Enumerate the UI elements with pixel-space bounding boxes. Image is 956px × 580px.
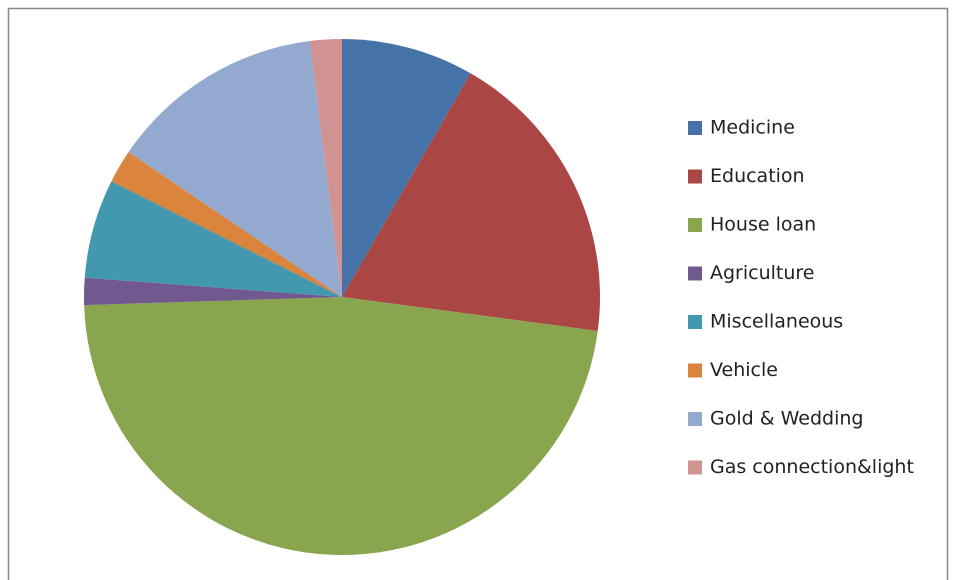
pie-slice: [128, 41, 342, 297]
legend-label: Gas connection&light: [710, 456, 914, 478]
pie-slice: [342, 73, 600, 331]
legend-label: Miscellaneous: [710, 311, 843, 333]
legend-label: Medicine: [710, 117, 795, 139]
legend-swatch: [688, 266, 702, 281]
legend-swatch: [688, 363, 702, 378]
legend-swatch: [688, 121, 702, 135]
legend-label: Gold & Wedding: [710, 408, 863, 430]
pie-slice: [111, 151, 342, 297]
pie-slice: [83, 277, 342, 306]
legend-swatch: [688, 315, 702, 329]
pie-slice: [309, 39, 342, 297]
legend-label: Education: [710, 165, 805, 187]
legend-swatch: [688, 412, 702, 426]
pie-slice: [342, 39, 471, 297]
legend-label: Agriculture: [710, 262, 815, 284]
legend-label: House loan: [710, 214, 816, 236]
legend-swatch: [688, 460, 702, 475]
legend-swatch: [688, 169, 702, 184]
legend-swatch: [688, 218, 702, 232]
pie-slice: [84, 297, 598, 556]
pie-slice: [84, 181, 342, 297]
legend-label: Vehicle: [710, 359, 778, 381]
